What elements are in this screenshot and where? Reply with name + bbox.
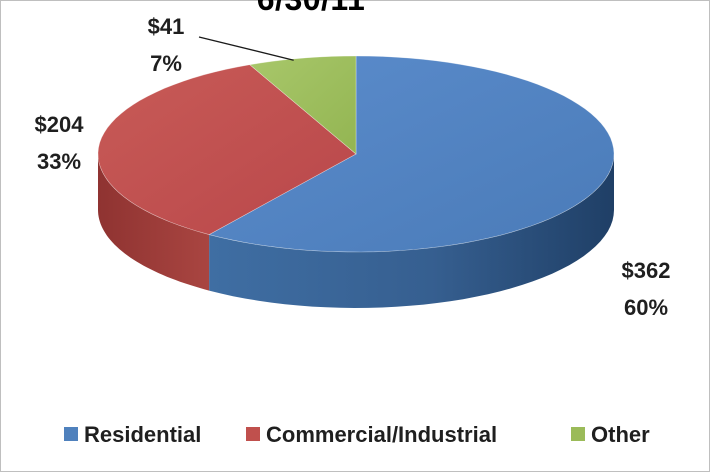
leader-line-other	[198, 36, 294, 61]
pie-slice-other	[249, 55, 357, 155]
legend-swatch-commercial-industrial	[246, 427, 260, 441]
legend-swatch-residential	[64, 427, 78, 441]
pie-side-residential	[209, 154, 614, 308]
pie-slice-commercial-industrial	[97, 64, 357, 235]
pie-side-commercial-industrial	[98, 154, 210, 291]
legend-label-commercial-industrial: Commercial/Industrial	[266, 422, 497, 447]
legend-swatch-other	[571, 427, 585, 441]
data-label-value-residential: $362	[622, 258, 671, 283]
data-label-percent-other: 7%	[150, 51, 182, 76]
pie-slice-residential	[208, 55, 615, 253]
data-label-value-other: $41	[148, 14, 185, 39]
legend-label-other: Other	[591, 422, 650, 447]
chart-title: 6/30/11	[1, 0, 621, 18]
data-label-percent-commercial-industrial: 33%	[37, 149, 81, 174]
data-label-percent-residential: 60%	[624, 295, 668, 320]
data-label-value-commercial-industrial: $204	[35, 112, 85, 137]
legend-label-residential: Residential	[84, 422, 201, 447]
